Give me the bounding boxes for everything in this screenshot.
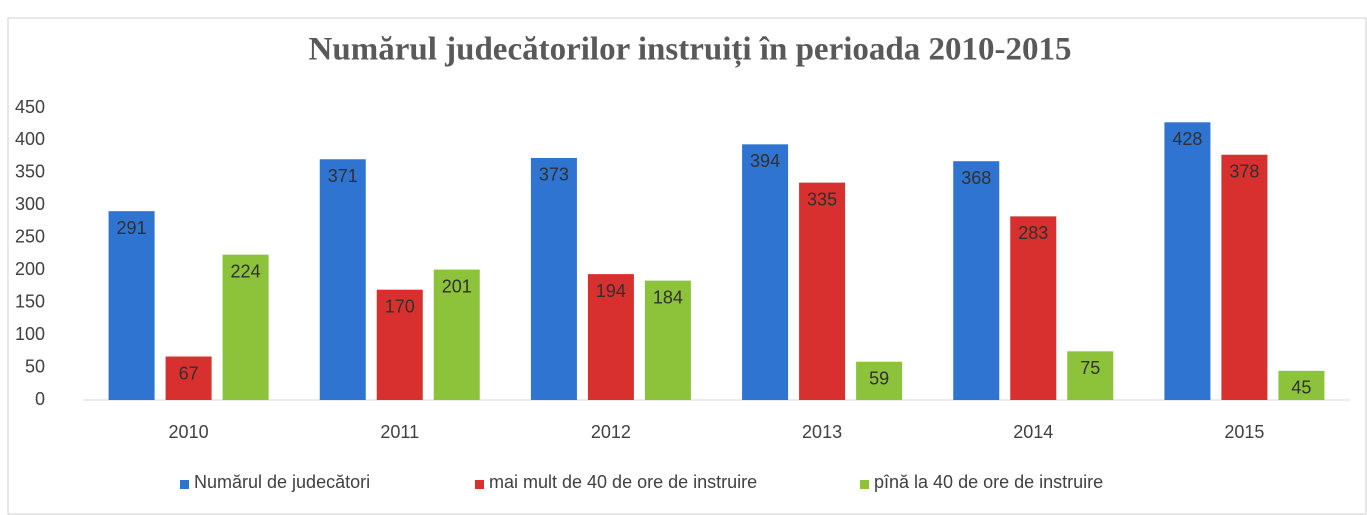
data-label: 378 [1229, 161, 1259, 181]
bar [222, 254, 269, 400]
data-label: 201 [442, 276, 472, 296]
bar [319, 159, 366, 400]
bar [1067, 351, 1114, 400]
x-tick-label: 2012 [591, 422, 631, 442]
bar [1278, 370, 1325, 400]
y-tick-label: 350 [15, 162, 45, 182]
data-label: 373 [539, 165, 569, 185]
data-label: 394 [750, 151, 780, 171]
x-tick-label: 2014 [1013, 422, 1053, 442]
bar [1164, 122, 1211, 400]
bar [108, 211, 155, 400]
x-tick-label: 2015 [1224, 422, 1264, 442]
legend-swatch [180, 480, 189, 489]
chart-frame [7, 17, 1367, 515]
chart-title: Numărul judecătorilor instruiți în perio… [309, 32, 1072, 69]
bar [644, 280, 691, 400]
bar [953, 161, 1000, 400]
data-label: 184 [653, 287, 683, 307]
data-label: 67 [179, 363, 199, 383]
y-tick-label: 400 [15, 129, 45, 149]
bar [742, 144, 789, 400]
bar [1010, 216, 1057, 400]
x-tick-label: 2011 [380, 422, 419, 442]
y-tick-label: 150 [15, 291, 45, 311]
bar [433, 269, 480, 400]
data-label: 291 [117, 218, 147, 238]
data-label: 371 [328, 166, 358, 186]
x-tick-label: 2013 [802, 422, 842, 442]
data-label: 59 [869, 368, 889, 388]
y-tick-label: 200 [15, 259, 45, 279]
legend-label: pînă la 40 de ore de instruire [874, 472, 1103, 492]
bar [376, 289, 423, 400]
data-label: 75 [1080, 358, 1100, 378]
data-label: 335 [807, 189, 837, 209]
data-label: 45 [1291, 378, 1311, 398]
legend-label: mai mult de 40 de ore de instruire [489, 472, 757, 492]
legend-label: Numărul de judecători [194, 472, 370, 492]
data-label: 428 [1172, 129, 1202, 149]
data-label: 283 [1018, 223, 1048, 243]
y-tick-label: 50 [25, 356, 45, 376]
y-tick-label: 0 [35, 389, 45, 409]
x-tick-label: 2010 [169, 422, 209, 442]
data-label: 170 [385, 296, 415, 316]
y-tick-label: 250 [15, 227, 45, 247]
legend-swatch [475, 480, 484, 489]
y-tick-label: 300 [15, 194, 45, 214]
bar [799, 182, 846, 400]
data-label: 368 [961, 168, 991, 188]
bar [587, 274, 634, 400]
data-label: 194 [596, 281, 626, 301]
bar [165, 356, 212, 400]
data-label: 224 [231, 261, 261, 281]
bar [1221, 154, 1268, 400]
bar [530, 157, 577, 400]
y-tick-label: 450 [15, 97, 45, 117]
legend-swatch [860, 480, 869, 489]
bar [856, 361, 903, 400]
y-tick-label: 100 [15, 324, 45, 344]
